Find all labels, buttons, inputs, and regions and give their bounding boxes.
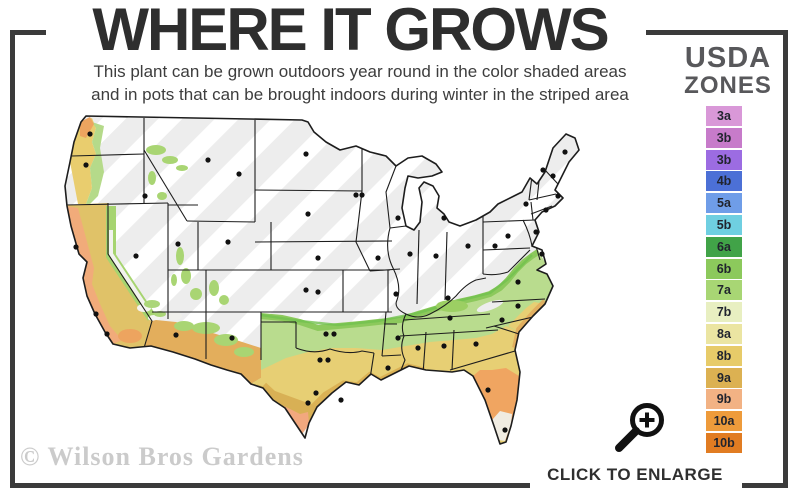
enlarge-label[interactable]: CLICK TO ENLARGE	[547, 465, 723, 484]
city-dot	[133, 253, 139, 259]
zone-chip-6b: 6b	[706, 258, 742, 279]
legend-title-zones: ZONES	[684, 72, 772, 99]
city-dot	[205, 157, 211, 163]
city-dot	[499, 317, 505, 323]
city-dot	[465, 243, 471, 249]
map-fill-layers	[65, 116, 579, 444]
city-dot	[441, 343, 447, 349]
city-dot	[555, 193, 561, 199]
city-dot	[543, 207, 549, 213]
city-dot	[305, 211, 311, 217]
city-dot	[515, 279, 521, 285]
zone-chip-9a: 9a	[706, 367, 742, 388]
city-dot	[523, 201, 529, 207]
city-dot	[492, 243, 498, 249]
city-dot	[539, 251, 545, 257]
city-dot	[407, 251, 413, 257]
city-dot	[385, 365, 391, 371]
city-dot	[441, 215, 447, 221]
city-dot	[303, 151, 309, 157]
zone-chip-8a: 8a	[706, 323, 742, 344]
city-dot	[415, 345, 421, 351]
city-dot	[395, 215, 401, 221]
zone-chip-6a: 6a	[706, 236, 742, 257]
city-dot	[229, 335, 235, 341]
subtitle: This plant can be grown outdoors year ro…	[40, 61, 680, 107]
frame-top-right-segment	[646, 30, 788, 35]
city-dot	[87, 131, 93, 137]
city-dot	[550, 173, 556, 179]
frame-left-edge	[10, 30, 15, 488]
zone-chip-3b: 3b	[706, 149, 742, 170]
zone-chip-9b: 9b	[706, 389, 742, 410]
city-dot	[445, 295, 451, 301]
city-dot	[473, 341, 479, 347]
city-dot	[315, 255, 321, 261]
frame-bottom-right-segment	[742, 483, 788, 488]
us-outline	[64, 115, 580, 445]
zone-chip-7a: 7a	[706, 280, 742, 301]
city-dot	[104, 331, 110, 337]
zone-chip-5a: 5a	[706, 193, 742, 214]
zone-chip-10b: 10b	[706, 432, 742, 453]
city-dot	[485, 387, 491, 393]
subtitle-line-1: This plant can be grown outdoors year ro…	[93, 62, 627, 81]
zone-chip-5b: 5b	[706, 214, 742, 235]
city-dot	[83, 162, 89, 168]
subtitle-line-2: and in pots that can be brought indoors …	[91, 84, 629, 104]
zone-chip-4b: 4b	[706, 171, 742, 192]
magnifier-plus-icon[interactable]	[605, 400, 665, 458]
city-dot	[175, 241, 181, 247]
city-dot	[540, 167, 546, 173]
city-dot	[533, 229, 539, 235]
zone-list: 3a 3b 3b 4b 5a 5b 6a 6b 7a 7b 8a 8b 9a 9b 10a 10b	[706, 106, 742, 455]
zone-chip-7b: 7b	[706, 302, 742, 323]
city-dot	[393, 291, 399, 297]
frame-right-edge	[783, 30, 788, 488]
zone-chip-3a: 3a	[706, 106, 742, 126]
city-dot	[323, 331, 329, 337]
city-dot	[325, 357, 331, 363]
zone-chip-10a: 10a	[706, 411, 742, 432]
city-dot	[225, 239, 231, 245]
city-dot	[303, 287, 309, 293]
city-dot	[515, 303, 521, 309]
city-dot	[338, 397, 344, 403]
city-dot	[375, 255, 381, 261]
zone-chip-3b: 3b	[706, 127, 742, 148]
city-dot	[433, 253, 439, 259]
city-dot	[562, 149, 568, 155]
city-dot	[395, 335, 401, 341]
city-dot	[93, 311, 99, 317]
city-dot	[305, 400, 311, 406]
city-dot	[142, 193, 148, 199]
page-title: WHERE IT GROWS	[92, 0, 609, 63]
frame-bottom-left-segment	[10, 483, 530, 488]
city-dot	[505, 233, 511, 239]
city-dot	[331, 331, 337, 337]
zone-chip-8b: 8b	[706, 345, 742, 366]
city-dot	[315, 289, 321, 295]
frame-top-left-segment	[10, 30, 46, 35]
usda-zone-map[interactable]	[56, 108, 588, 460]
city-dot	[173, 332, 179, 338]
city-dot	[236, 171, 242, 177]
city-dot	[359, 192, 365, 198]
city-dots-layer	[73, 131, 568, 433]
legend-title-usda: USDA	[684, 42, 772, 74]
city-dot	[502, 427, 508, 433]
city-dot	[353, 192, 359, 198]
city-dot	[73, 244, 79, 250]
enlarge-button[interactable]: CLICK TO ENLARGE	[540, 400, 730, 485]
watermark: © Wilson Bros Gardens	[20, 442, 304, 471]
city-dot	[447, 315, 453, 321]
city-dot	[317, 357, 323, 363]
legend-title: USDA ZONES	[663, 42, 793, 99]
city-dot	[313, 390, 319, 396]
